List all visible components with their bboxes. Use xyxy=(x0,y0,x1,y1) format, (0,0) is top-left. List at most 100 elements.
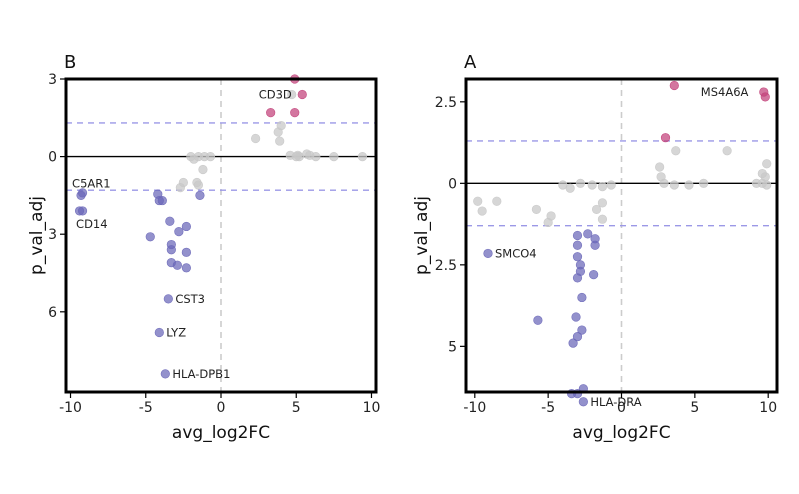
x-tick-label: 5 xyxy=(292,400,301,416)
point-ns xyxy=(543,217,553,228)
point-ns xyxy=(473,196,483,206)
y-tick-label: 3 xyxy=(48,227,57,243)
gene-label: C5AR1 xyxy=(72,176,111,190)
point-ns xyxy=(198,164,208,175)
point-ns xyxy=(591,204,602,215)
point-down xyxy=(145,232,155,242)
y-tick-label: 2.5 xyxy=(435,95,457,111)
point-ns xyxy=(329,152,339,162)
point-ns xyxy=(492,196,502,206)
panel-b: CD3D C5AR1 CD14 CST3 LYZ HLA-DPB1 -10 -5 0 5 10 3 0 3… xyxy=(27,52,380,443)
gene-label: LYZ xyxy=(166,326,186,340)
point-ns xyxy=(597,198,608,208)
point-ns xyxy=(531,204,542,215)
point-ns xyxy=(189,154,199,164)
x-tick-label: -5 xyxy=(139,400,153,416)
point-down xyxy=(181,263,191,273)
x-tick-label: 0 xyxy=(217,400,226,416)
panel-label: A xyxy=(464,52,477,73)
point-down xyxy=(533,315,543,325)
point-down xyxy=(172,260,182,270)
point-ns xyxy=(762,159,772,169)
point-up xyxy=(760,92,770,102)
point-up xyxy=(669,80,679,91)
point-ns xyxy=(762,180,772,190)
point-down xyxy=(572,240,583,250)
point-down xyxy=(589,270,599,280)
y-tick-label: 0 xyxy=(48,150,57,166)
point-ns xyxy=(291,152,301,162)
point-ns xyxy=(597,214,608,224)
point-up xyxy=(660,133,671,143)
point-ns xyxy=(575,178,586,188)
point-down xyxy=(572,331,583,342)
point-down xyxy=(165,216,175,226)
x-tick-label: 0 xyxy=(617,400,626,416)
point-down xyxy=(578,397,588,407)
point-ns xyxy=(205,152,216,162)
point-up xyxy=(297,89,307,100)
gene-label: CD3D xyxy=(259,88,292,102)
point-down xyxy=(572,273,583,283)
point-ns xyxy=(587,180,597,190)
point-up xyxy=(290,108,300,118)
y-axis-title: p_val_adj xyxy=(412,196,432,275)
point-ns xyxy=(699,178,709,188)
point-down xyxy=(483,248,493,259)
point-down xyxy=(77,206,88,216)
point-ns xyxy=(722,146,732,156)
x-axis-title: avg_log2FC xyxy=(572,423,670,443)
gene-label: CD14 xyxy=(76,217,108,231)
point-ns xyxy=(251,133,261,144)
point-ns xyxy=(311,152,321,162)
x-tick-label: -10 xyxy=(463,400,486,416)
x-tick-label: 5 xyxy=(690,400,699,416)
point-down xyxy=(571,312,581,322)
x-tick-label: -5 xyxy=(541,400,555,416)
point-down xyxy=(154,327,164,338)
gene-label: CST3 xyxy=(175,292,205,306)
point-down xyxy=(181,221,191,232)
y-axis-title: p_val_adj xyxy=(27,196,47,275)
y-tick-label: 3 xyxy=(48,72,57,88)
y-tick-label: 6 xyxy=(48,305,57,321)
point-down xyxy=(572,252,583,262)
point-ns xyxy=(669,180,679,190)
gene-label: SMCO4 xyxy=(495,246,537,260)
point-up xyxy=(266,108,276,118)
point-down xyxy=(163,294,173,304)
point-ns xyxy=(671,146,681,156)
point-ns xyxy=(357,152,368,162)
x-tick-label: 10 xyxy=(759,400,777,416)
gene-label: MS4A6A xyxy=(701,85,749,99)
x-axis-title: avg_log2FC xyxy=(172,423,270,443)
point-down xyxy=(572,230,583,241)
point-down xyxy=(174,227,184,237)
point-down xyxy=(77,188,88,198)
point-ns xyxy=(659,178,669,188)
point-ns xyxy=(655,162,665,172)
x-tick-label: 10 xyxy=(363,400,381,416)
y-tick-label: 0 xyxy=(448,176,457,192)
point-ns xyxy=(275,136,285,146)
point-ns xyxy=(565,183,575,193)
y-tick-label: 2.5 xyxy=(435,258,457,274)
point-ns xyxy=(302,149,312,159)
gene-label: HLA-DPB1 xyxy=(172,367,230,381)
plot-frame xyxy=(464,77,779,394)
point-down xyxy=(181,247,191,257)
plot-frame xyxy=(64,77,378,394)
point-ns xyxy=(684,180,694,190)
point-down xyxy=(195,190,205,201)
panel-label: B xyxy=(64,52,76,73)
point-down xyxy=(166,245,176,255)
point-ns xyxy=(597,181,608,192)
point-ns xyxy=(606,180,616,190)
panel-a: MS4A6A SMCO4 HLA-DRA -10 -5 0 5 10 2.5 0 2.5 5 avg_l… xyxy=(412,52,779,443)
y-tick-label: 5 xyxy=(448,339,457,355)
gene-label: HLA-DRA xyxy=(590,395,641,409)
point-down xyxy=(568,338,578,348)
point-down xyxy=(157,195,167,206)
point-ns xyxy=(477,206,487,216)
